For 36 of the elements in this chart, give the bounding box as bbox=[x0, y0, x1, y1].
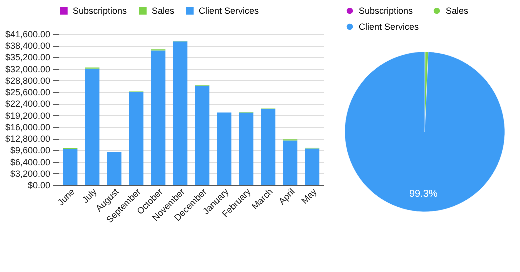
bar bbox=[195, 86, 210, 185]
legend-label: Client Services bbox=[359, 22, 420, 32]
bar bbox=[151, 50, 166, 185]
y-tick-label: $38,400.00 bbox=[5, 41, 50, 52]
y-tick-label: $19,200.00 bbox=[5, 110, 50, 121]
legend-label: Sales bbox=[152, 6, 176, 16]
data-label: 99.3% bbox=[409, 188, 438, 200]
legend-label: Client Services bbox=[199, 6, 260, 16]
y-tick-label: $41,600.00 bbox=[5, 30, 50, 40]
y-tick-label: $25,600.00 bbox=[5, 88, 50, 98]
bar bbox=[173, 42, 188, 185]
bar bbox=[261, 109, 276, 185]
y-tick-label: $16,000.00 bbox=[5, 122, 50, 132]
bar bbox=[239, 112, 254, 185]
y-tick-label: $3,200.00 bbox=[10, 168, 50, 179]
bar bbox=[107, 152, 122, 185]
y-tick-label: $22,400.00 bbox=[5, 99, 50, 110]
bar bbox=[305, 148, 320, 185]
y-tick-label: $6,400.00 bbox=[10, 157, 50, 168]
y-tick-label: $32,000.00 bbox=[5, 64, 50, 74]
x-tick-label: May bbox=[300, 186, 320, 206]
y-tick-label: $9,600.00 bbox=[10, 146, 50, 156]
bar bbox=[217, 112, 232, 185]
pie-slice bbox=[344, 52, 506, 212]
y-tick-label: $0.00 bbox=[28, 180, 50, 190]
legend-label: Subscriptions bbox=[73, 6, 128, 16]
x-tick-label: July bbox=[80, 186, 100, 206]
bar bbox=[85, 68, 100, 185]
bar bbox=[129, 92, 144, 185]
legend-label: Sales bbox=[446, 6, 470, 16]
y-tick-label: $35,200.00 bbox=[5, 52, 50, 63]
legend-label: Subscriptions bbox=[359, 6, 414, 16]
bar bbox=[63, 149, 78, 185]
y-tick-label: $12,800.00 bbox=[5, 134, 50, 144]
bar bbox=[283, 140, 298, 185]
y-tick-label: $28,800.00 bbox=[5, 76, 50, 86]
